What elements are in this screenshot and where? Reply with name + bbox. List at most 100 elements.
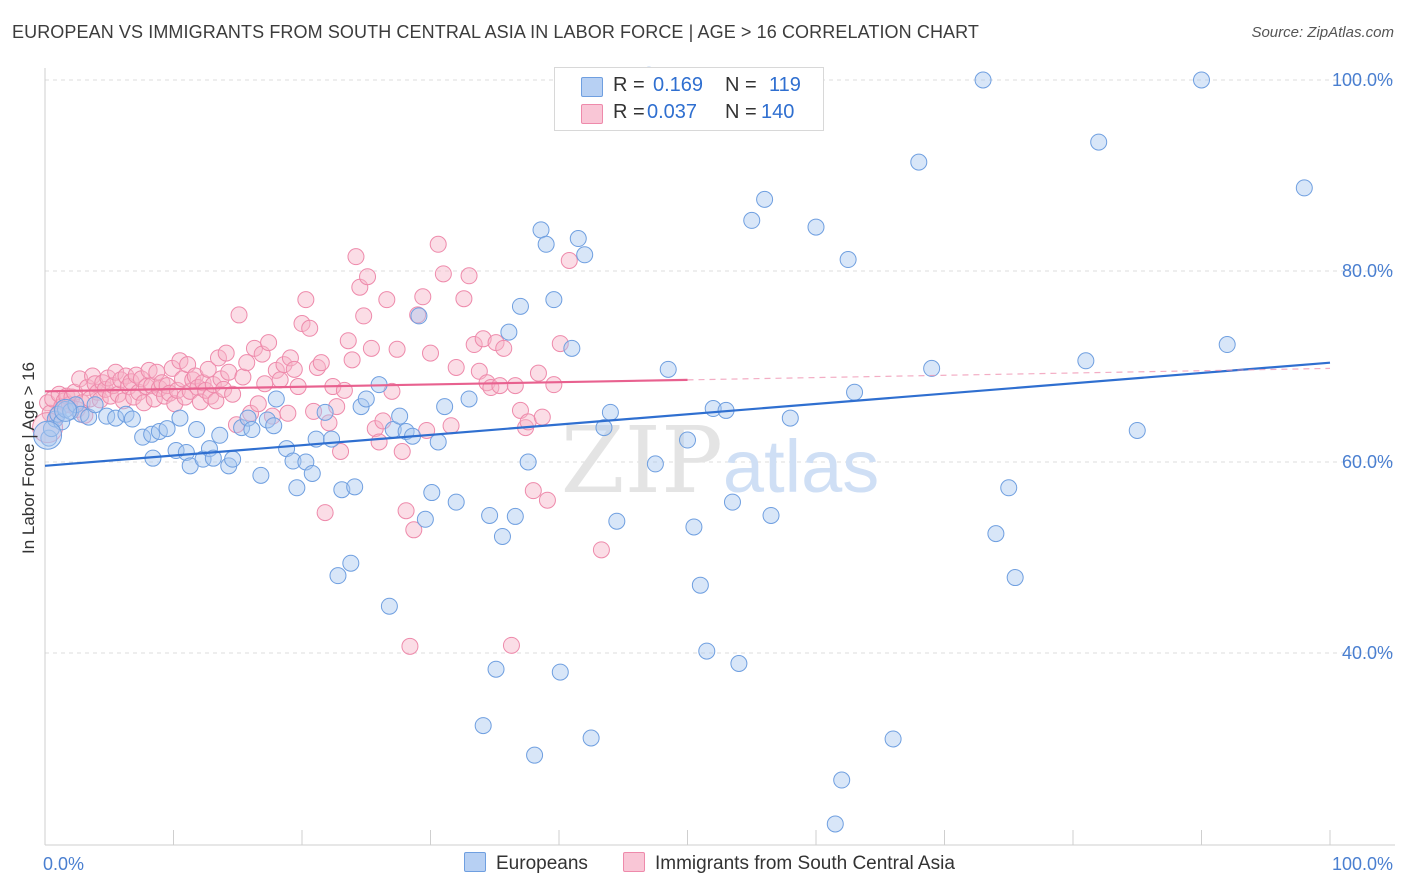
point-europeans [595,419,613,437]
point-europeans [333,481,351,499]
point-europeans [303,464,321,482]
point-immigrants [256,375,274,393]
point-immigrants [230,306,248,324]
point-europeans [526,746,544,764]
point-immigrants [538,491,556,509]
chart-title: EUROPEAN VS IMMIGRANTS FROM SOUTH CENTRA… [12,22,980,42]
point-immigrants [281,349,299,367]
point-europeans [233,419,251,437]
point-europeans [288,479,306,497]
point-europeans [54,398,78,422]
point-immigrants [171,352,189,370]
point-europeans [511,297,529,315]
point-europeans [416,510,434,528]
point-immigrants [285,360,303,378]
legend-n-value: 119 [769,74,801,96]
point-europeans [910,153,928,171]
point-europeans [258,411,276,429]
point-europeans [342,554,360,572]
point-europeans [460,390,478,408]
point-immigrants [447,358,465,376]
point-europeans [243,421,261,439]
y-tick-label: 80.0% [1342,261,1393,281]
point-immigrants [529,364,547,382]
point-immigrants [434,265,452,283]
point-europeans [563,339,581,357]
bottom-legend-label: Immigrants from South Central Asia [655,853,955,874]
point-immigrants [560,251,578,269]
point-europeans [532,221,550,239]
point-europeans [519,453,537,471]
point-europeans [357,390,375,408]
point-immigrants [297,291,315,309]
point-immigrants [502,636,520,654]
point-europeans [1090,133,1108,151]
y-tick-labels: 40.0% 60.0% 80.0% 100.0% [1332,70,1393,663]
point-immigrants [393,442,411,460]
point-europeans [608,512,626,530]
point-europeans [204,449,222,467]
source-credit: Source: ZipAtlas.com [1251,24,1394,41]
point-immigrants [316,504,334,522]
point-immigrants [401,637,419,655]
point-immigrants [332,442,350,460]
point-europeans [1218,336,1236,354]
watermark: ZIPatlas [561,407,879,514]
point-europeans [1077,352,1095,370]
point-europeans [582,729,600,747]
point-immigrants [199,360,217,378]
point-europeans [1295,179,1313,197]
point-immigrants [524,482,542,500]
point-europeans [545,291,563,309]
point-immigrants [370,433,388,451]
point-immigrants [91,391,109,409]
x-tick-label: 0.0% [43,854,84,874]
point-immigrants [312,354,330,372]
point-immigrants [362,339,380,357]
point-immigrants [378,291,396,309]
point-immigrants [414,288,432,306]
point-immigrants [275,356,293,374]
point-europeans [329,567,347,585]
point-europeans [211,426,229,444]
point-europeans [188,421,206,439]
point-immigrants [220,363,238,381]
point-immigrants [234,368,252,386]
point-europeans [284,452,302,470]
point-europeans [730,655,748,673]
point-europeans [252,466,270,484]
point-europeans [224,450,242,468]
point-europeans [33,420,63,450]
point-europeans [1193,71,1210,89]
point-immigrants [217,344,235,362]
point-immigrants [249,395,267,413]
point-europeans [447,493,465,511]
point-europeans [679,431,696,449]
point-immigrants [422,344,439,362]
point-europeans [506,507,524,525]
point-europeans [239,409,257,427]
bottom-legend-swatch-pink [623,852,645,872]
point-immigrants [455,290,473,308]
y-tick-label: 60.0% [1342,452,1393,472]
point-immigrants [215,380,233,398]
point-europeans [500,323,518,341]
point-immigrants [495,339,513,357]
point-immigrants [405,521,423,539]
point-immigrants [347,248,365,266]
point-europeans [1128,421,1146,439]
point-europeans [743,211,761,229]
point-europeans [576,246,594,264]
point-immigrants [343,351,361,369]
bottom-legend-label: Europeans [496,853,588,874]
point-immigrants [359,268,377,286]
trend-line-europeans [44,361,1331,467]
bottom-legend-europeans: Europeans [464,852,588,875]
point-immigrants [301,319,319,337]
point-immigrants [388,340,406,358]
point-europeans [177,443,195,461]
point-europeans [323,430,341,448]
legend-swatch-pink [581,104,603,124]
point-europeans [691,576,709,594]
